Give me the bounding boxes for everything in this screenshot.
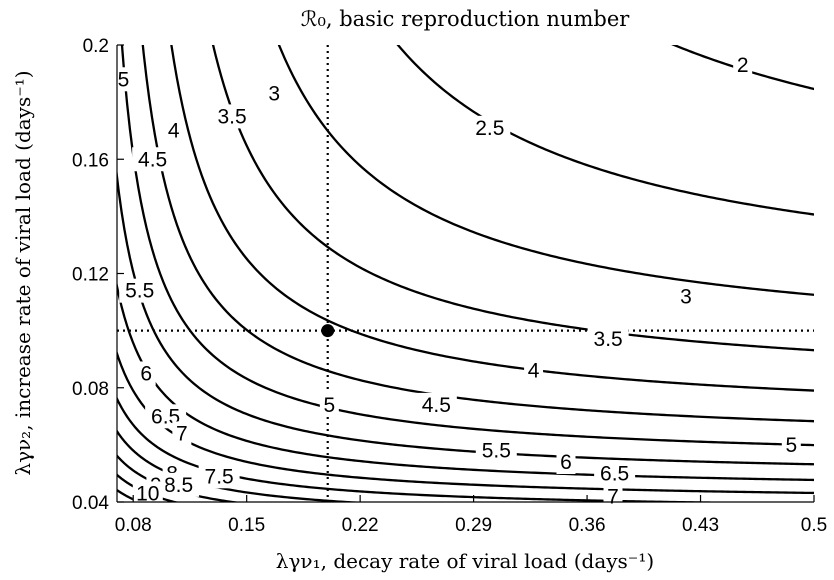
contour-label-bg (594, 461, 636, 486)
contour-label-bg (556, 450, 576, 475)
contour-lines (117, 45, 814, 502)
contour-label-bg (136, 361, 156, 386)
x-tick-label: 0.08 (115, 515, 152, 536)
y-tick-label: 0.12 (72, 265, 109, 286)
contour-label-bg (319, 392, 339, 417)
contour-label-bg (198, 464, 240, 489)
reference-point (321, 324, 335, 338)
contour-label-13: 5.5 (125, 280, 154, 303)
contour-label-3: 3 (680, 285, 692, 308)
contour-label-16: 6 (560, 451, 572, 474)
y-tick-label: 0.04 (72, 493, 109, 514)
contour-label-bg (469, 115, 511, 140)
contour-label-4: 3.5 (217, 105, 246, 128)
contour-label-bg (132, 147, 174, 172)
contour-label-11: 5 (323, 394, 335, 417)
reference-lines (117, 45, 814, 502)
contour-label-bg (164, 118, 184, 143)
contour-label-6: 4 (168, 120, 180, 143)
contour-label-bg (211, 104, 253, 129)
contour-label-bg (415, 392, 457, 417)
contour-label-23: 8.5 (164, 474, 193, 497)
y-axis-title: λγν₂, increase rate of viral load (days⁻… (11, 70, 35, 475)
contour-label-bg (475, 438, 517, 463)
x-tick-label: 0.5 (801, 515, 827, 536)
contour-label-5: 3.5 (594, 328, 623, 351)
contour-line-5 (170, 45, 814, 392)
x-axis-title: λγν₁, decay rate of viral load (days⁻¹) (276, 549, 654, 573)
contour-label-2: 3 (268, 83, 280, 106)
contour-label-bg (524, 358, 544, 383)
contour-label-18: 6.5 (600, 462, 629, 485)
reference-point-group (321, 324, 335, 338)
contour-label-7: 4 (528, 360, 540, 383)
contour-label-bg (264, 81, 284, 106)
contour-line-6 (120, 45, 814, 447)
contour-label-bg (733, 52, 753, 77)
contour-labels: 22.5333.53.5444.54.55555.55.5666.56.5777… (113, 52, 801, 509)
x-tick-label: 0.36 (569, 515, 606, 536)
chart-title: ℛ₀, basic reproduction number (301, 7, 631, 31)
contour-label-bg (781, 432, 801, 457)
contour-label-12: 5 (785, 434, 797, 457)
x-tick-label: 0.22 (342, 515, 379, 536)
contour-line-5-5 (141, 45, 814, 423)
contour-label-21: 7.5 (205, 465, 234, 488)
contour-label-15: 6 (140, 362, 152, 385)
contour-label-8: 4.5 (138, 148, 167, 171)
contour-label-14: 5.5 (482, 440, 511, 463)
contour-line-7 (117, 280, 814, 482)
contour-label-bg (172, 421, 192, 446)
contour-label-20: 7 (607, 485, 619, 508)
contour-label-bg (587, 327, 629, 352)
x-tick-label: 0.43 (682, 515, 719, 536)
y-tick-label: 0.08 (72, 379, 109, 400)
y-tick-label: 0.2 (83, 36, 109, 57)
y-tick-label: 0.16 (72, 150, 109, 171)
contour-line-3-5 (396, 45, 814, 216)
x-tick-label: 0.29 (455, 515, 492, 536)
contour-label-9: 4.5 (422, 394, 451, 417)
contour-label-25: 10 (136, 482, 159, 505)
contour-line-7-5 (117, 349, 814, 495)
contour-line-4 (277, 45, 814, 296)
contour-line-4-5 (211, 45, 814, 352)
x-tick-label: 0.15 (228, 515, 265, 536)
y-ticks: 0.04 0.08 0.12 0.16 0.2 (72, 36, 124, 514)
contour-label-1: 2.5 (475, 117, 504, 140)
contour-label-bg (119, 278, 161, 303)
contour-line-3 (671, 45, 814, 91)
contour-line-6-5 (117, 167, 814, 466)
x-ticks: 0.08 0.15 0.22 0.29 0.36 0.43 0.5 (115, 495, 827, 536)
contour-line-8-5 (117, 429, 366, 502)
contour-label-10: 5 (118, 68, 130, 91)
contour-label-19: 7 (176, 422, 188, 445)
contour-label-bg (113, 67, 133, 92)
contour-label-bg (676, 284, 696, 309)
contour-label-0: 2 (737, 54, 749, 77)
